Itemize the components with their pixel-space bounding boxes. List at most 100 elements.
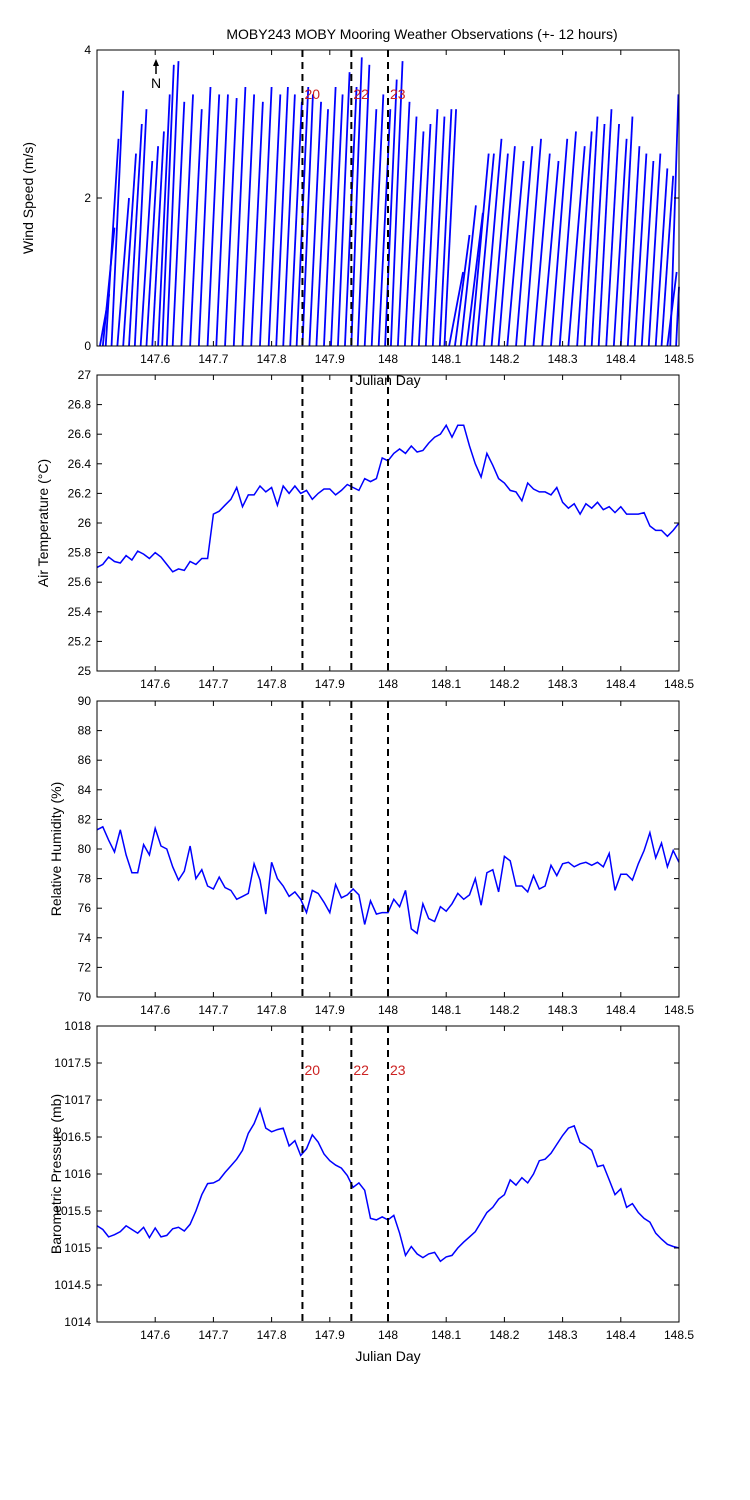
x-tick-label: 148.1	[431, 677, 461, 691]
wind-panel: 147.6 147.7 147.8 147.9 148 148.1 148.2 148.3 14…	[20, 43, 694, 388]
y-tick-label: 1017	[64, 1093, 91, 1107]
y-tick-label: 26.4	[68, 457, 92, 471]
x-tick-label: 148.5	[664, 352, 694, 366]
wind-stick	[308, 101, 322, 347]
y-tick-label: 90	[78, 694, 92, 708]
y-tick-label: 26.8	[68, 398, 92, 412]
wind-stick	[532, 153, 551, 347]
wind-stick	[506, 160, 525, 347]
wind-stick	[350, 57, 363, 347]
x-tick-label: 148.2	[489, 677, 519, 691]
wind-stick	[275, 86, 289, 347]
y-tick-label: 72	[78, 960, 92, 974]
y-tick-label: 86	[78, 753, 92, 767]
north-label: N	[151, 75, 161, 91]
wind-stick	[122, 153, 137, 347]
wind-stick	[390, 61, 404, 347]
airtemp-panel: 147.6 147.7 147.8 147.9 148 148.1 148.2 148.3 14…	[35, 368, 694, 691]
wind-stick	[497, 146, 516, 347]
y-tick-label: 74	[78, 931, 92, 945]
y-tick-label: 1017.5	[54, 1056, 91, 1070]
y-tick-label: 25.6	[68, 575, 92, 589]
wind-stick	[110, 90, 125, 347]
x-tick-label: 147.9	[315, 1328, 345, 1342]
wind-stick	[157, 94, 171, 347]
wind-stick	[215, 94, 229, 347]
wind-stick	[151, 131, 165, 347]
wind-stick	[259, 86, 273, 347]
wind-stick	[363, 109, 378, 347]
x-tick-label: 147.9	[315, 352, 345, 366]
wind-stick	[470, 153, 490, 347]
x-tick-label: 148	[378, 1003, 398, 1017]
wind-stick	[171, 101, 186, 347]
wind-stick	[165, 61, 180, 347]
wind-stick	[116, 197, 130, 347]
wind-stick	[448, 271, 464, 347]
y-tick-label: 25.4	[68, 605, 92, 619]
x-tick-label: 148.4	[606, 1003, 636, 1017]
wind-stick	[424, 109, 439, 347]
event-marker-label: 23	[390, 1062, 406, 1078]
y-tick-label: 70	[78, 990, 92, 1004]
x-tick-label: 148.5	[664, 1003, 694, 1017]
pressure-x-axis-title: Julian Day	[355, 1348, 420, 1364]
y-tick-label: 1014	[64, 1315, 91, 1329]
wind-stick	[626, 146, 641, 347]
wind-stick	[567, 146, 586, 347]
wind-stick	[431, 116, 446, 347]
wind-stick	[454, 234, 471, 347]
wind-stick	[633, 153, 648, 347]
wind-stick	[206, 94, 221, 347]
wind-stick	[267, 94, 282, 347]
x-tick-label: 148.5	[664, 1328, 694, 1342]
x-tick-label: 147.6	[140, 1328, 170, 1342]
panels: 147.6 147.7 147.8 147.9 148 148.1 148.2 148.3 14…	[20, 43, 694, 1364]
wind-stick	[289, 101, 303, 347]
wind-stick	[515, 146, 534, 347]
y-tick-label: 26	[78, 516, 92, 530]
wind-stick	[315, 109, 329, 347]
wind-stick	[189, 109, 203, 347]
x-tick-label: 147.6	[140, 352, 170, 366]
wind-stick	[443, 109, 457, 347]
x-tick-label: 148.1	[431, 1328, 461, 1342]
wind-stick	[523, 138, 542, 347]
wind-stick	[330, 94, 344, 347]
x-tick-label: 147.6	[140, 677, 170, 691]
wind-stick	[282, 94, 296, 347]
wind-stick	[104, 138, 120, 347]
wind-stick	[396, 101, 411, 347]
wind-stick	[128, 123, 143, 347]
x-tick-label: 148.3	[548, 1003, 578, 1017]
wind-stick	[660, 175, 675, 347]
x-tick-label: 148.3	[548, 677, 578, 691]
y-tick-label: 1016	[64, 1167, 91, 1181]
y-tick-label: 1014.5	[54, 1278, 91, 1292]
wind-stick	[301, 94, 314, 347]
y-tick-label: 1016.5	[54, 1130, 91, 1144]
y-tick-label: 25.2	[68, 634, 92, 648]
x-tick-label: 147.7	[198, 677, 228, 691]
x-tick-label: 148.2	[489, 1003, 519, 1017]
pressure-y-axis-title: Barometric Pressure (mb)	[48, 1094, 64, 1254]
wind-stick	[133, 109, 148, 347]
x-tick-label: 148.4	[606, 677, 636, 691]
x-tick-label: 148	[378, 1328, 398, 1342]
y-tick-label: 0	[84, 339, 91, 353]
wind-stick	[640, 160, 655, 347]
y-tick-label: 76	[78, 901, 92, 915]
wind-stick	[241, 94, 256, 347]
y-tick-label: 88	[78, 724, 92, 738]
humidity-y-axis-title: Relative Humidity (%)	[48, 782, 64, 917]
wind-stick	[197, 86, 212, 347]
wind-stick	[550, 138, 569, 347]
figure-title: MOBY243 MOBY Mooring Weather Observation…	[226, 26, 617, 42]
y-tick-label: 78	[78, 872, 92, 886]
y-tick-label: 2	[84, 191, 91, 205]
x-tick-label: 148	[378, 677, 398, 691]
humidity-series-line	[96, 825, 680, 935]
x-tick-label: 148.3	[548, 1328, 578, 1342]
x-tick-label: 147.8	[257, 1003, 287, 1017]
